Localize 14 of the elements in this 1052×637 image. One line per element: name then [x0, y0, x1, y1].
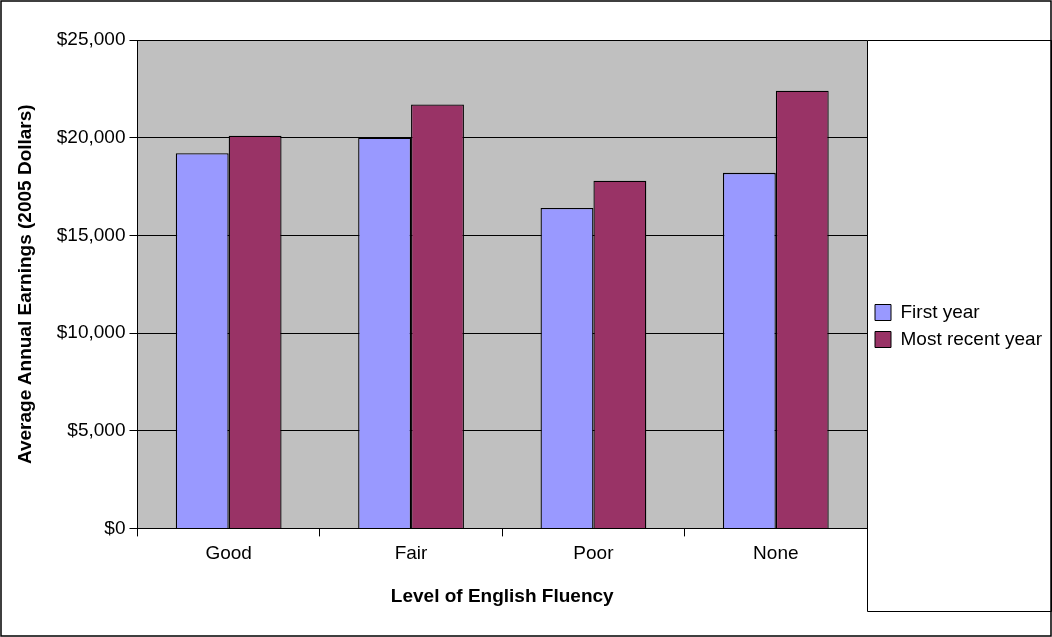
y-tick-label: $10,000: [56, 321, 126, 343]
y-tick-label: $5,000: [67, 418, 126, 440]
y-tick-label: $15,000: [56, 223, 126, 245]
x-tick-label: Fair: [394, 542, 429, 564]
x-tick-label: Good: [205, 542, 252, 564]
x-tick-label: None: [753, 542, 799, 564]
y-axis-title: Average Annual Earnings (2005 Dollars): [13, 104, 35, 465]
x-axis-title: Level of English Fluency: [390, 584, 615, 606]
legend-label: First year: [900, 300, 981, 322]
legend-label: Most recent year: [900, 327, 1043, 349]
y-tick-label: $0: [104, 516, 126, 538]
x-tick-label: Poor: [573, 542, 615, 564]
y-tick-label: $25,000: [56, 28, 126, 50]
y-tick-label: $20,000: [56, 125, 126, 147]
